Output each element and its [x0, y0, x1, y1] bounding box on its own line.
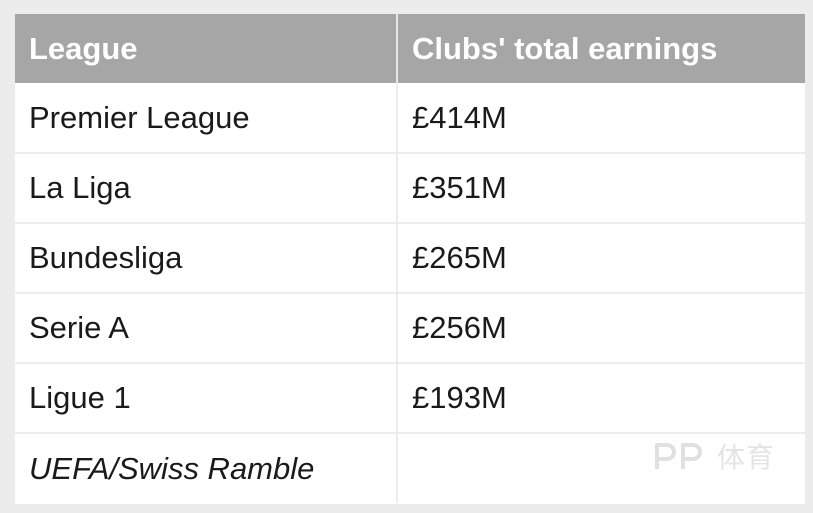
source-row: UEFA/Swiss Ramble [15, 433, 805, 503]
watermark: 体育 [653, 436, 775, 476]
table-header-row: League Clubs' total earnings [15, 14, 805, 83]
earnings-cell: £193M [397, 363, 805, 434]
earnings-cell: £351M [397, 153, 805, 224]
league-cell: Serie A [15, 293, 398, 364]
earnings-cell: £256M [397, 293, 805, 364]
earnings-cell: £265M [397, 223, 805, 294]
league-cell: La Liga [15, 153, 398, 224]
table-row: Premier League £414M [15, 83, 805, 154]
table-row: Bundesliga £265M [15, 223, 805, 294]
table-row: Ligue 1 £193M [15, 363, 805, 434]
table-row: La Liga £351M [15, 153, 805, 224]
earnings-cell: £414M [397, 83, 805, 154]
table-row: Serie A £256M [15, 293, 805, 364]
league-cell: Ligue 1 [15, 363, 398, 434]
header-earnings: Clubs' total earnings [397, 14, 805, 83]
watermark-text: 体育 [716, 441, 775, 474]
league-cell: Bundesliga [15, 223, 398, 294]
source-credit: UEFA/Swiss Ramble [15, 433, 398, 503]
league-cell: Premier League [15, 83, 398, 154]
header-league: League [15, 14, 398, 83]
pp-logo-icon [653, 441, 711, 471]
earnings-table-container: League Clubs' total earnings Premier Lea… [15, 14, 805, 504]
earnings-table: League Clubs' total earnings Premier Lea… [15, 14, 805, 503]
